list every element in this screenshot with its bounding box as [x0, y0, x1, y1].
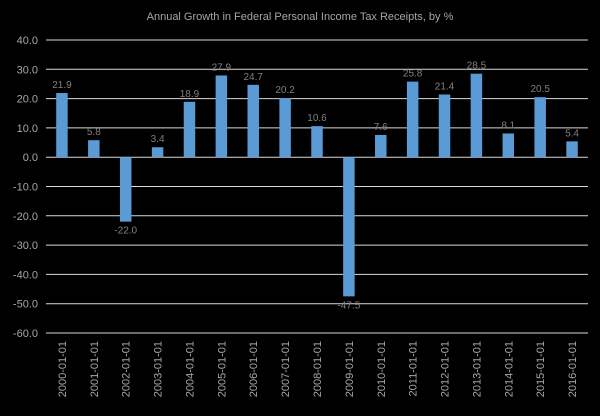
data-label: 28.5 [467, 61, 487, 72]
y-tick-label: 30.0 [17, 64, 38, 76]
x-tick-label: 2007-01-01 [280, 341, 292, 397]
y-tick-label: 40.0 [17, 35, 38, 47]
x-axis-categories: 2000-01-01 2001-01-01 2002-01-01 2003-01-01… [57, 341, 579, 397]
bar [215, 75, 228, 158]
x-tick-label: 2000-01-01 [57, 341, 69, 397]
x-tick-label: 2012-01-01 [440, 341, 452, 397]
data-label: 25.8 [403, 69, 423, 80]
y-tick-label: -40.0 [13, 269, 38, 281]
x-tick-label: 2016-01-01 [567, 341, 579, 397]
bars [56, 73, 578, 297]
x-tick-label: 2005-01-01 [216, 341, 228, 397]
data-label: 10.6 [307, 113, 327, 124]
bar [183, 101, 196, 158]
x-tick-label: 2013-01-01 [471, 341, 483, 397]
bar [88, 140, 100, 158]
data-label: 24.7 [244, 72, 264, 83]
data-label: 20.2 [275, 85, 295, 96]
bar [566, 141, 578, 158]
y-tick-label: -60.0 [13, 328, 38, 340]
bar [311, 126, 323, 158]
data-label: 5.8 [87, 127, 101, 138]
bar [406, 81, 419, 158]
y-tick-label: 20.0 [17, 94, 38, 106]
bar [375, 134, 387, 158]
x-tick-label: 2014-01-01 [503, 341, 515, 397]
y-tick-label: -50.0 [13, 299, 38, 311]
data-label: 18.9 [180, 89, 200, 100]
data-label: 21.9 [52, 80, 72, 91]
x-tick-label: 2009-01-01 [344, 341, 356, 397]
data-label: -47.5 [337, 300, 360, 311]
bar [534, 97, 546, 158]
bar [343, 157, 355, 297]
data-label: 3.4 [151, 134, 165, 145]
bar [502, 133, 515, 158]
y-axis-ticks: 40.0 30.0 20.0 10.0 0.0 -10.0 -20.0 -30.0 -40.0 -… [13, 35, 38, 340]
x-tick-label: 2004-01-01 [184, 341, 196, 397]
data-label: 27.9 [212, 62, 232, 73]
x-tick-label: 2015-01-01 [535, 341, 547, 397]
x-tick-label: 2002-01-01 [121, 341, 133, 397]
y-tick-label: 0.0 [23, 152, 38, 164]
x-tick-label: 2011-01-01 [408, 341, 420, 396]
bar [438, 94, 451, 158]
gridlines [46, 39, 588, 334]
x-tick-label: 2003-01-01 [153, 341, 165, 397]
y-tick-label: -20.0 [13, 211, 38, 223]
x-tick-label: 2001-01-01 [89, 341, 101, 397]
data-label: 8.1 [501, 120, 515, 131]
bar [119, 157, 132, 222]
bar [247, 84, 259, 158]
bar [470, 73, 483, 158]
bar [56, 93, 68, 158]
bar [279, 98, 291, 158]
y-tick-label: -30.0 [13, 240, 38, 252]
x-tick-label: 2008-01-01 [312, 341, 324, 397]
data-label: 7.6 [374, 122, 388, 133]
chart-title: Annual Growth in Federal Personal Income… [147, 11, 454, 23]
y-tick-label: -10.0 [13, 182, 38, 194]
data-labels: 21.9 5.8 -22.0 3.4 18.9 27.9 24.7 20.2 10.6 -47.5… [52, 61, 579, 312]
x-tick-label: 2006-01-01 [248, 341, 260, 397]
data-label: -22.0 [114, 226, 137, 237]
data-label: 5.4 [565, 128, 579, 139]
data-label: 20.5 [530, 84, 550, 95]
data-label: 21.4 [435, 81, 455, 92]
bar [151, 147, 164, 158]
y-tick-label: 10.0 [17, 123, 38, 135]
x-tick-label: 2010-01-01 [376, 341, 388, 397]
